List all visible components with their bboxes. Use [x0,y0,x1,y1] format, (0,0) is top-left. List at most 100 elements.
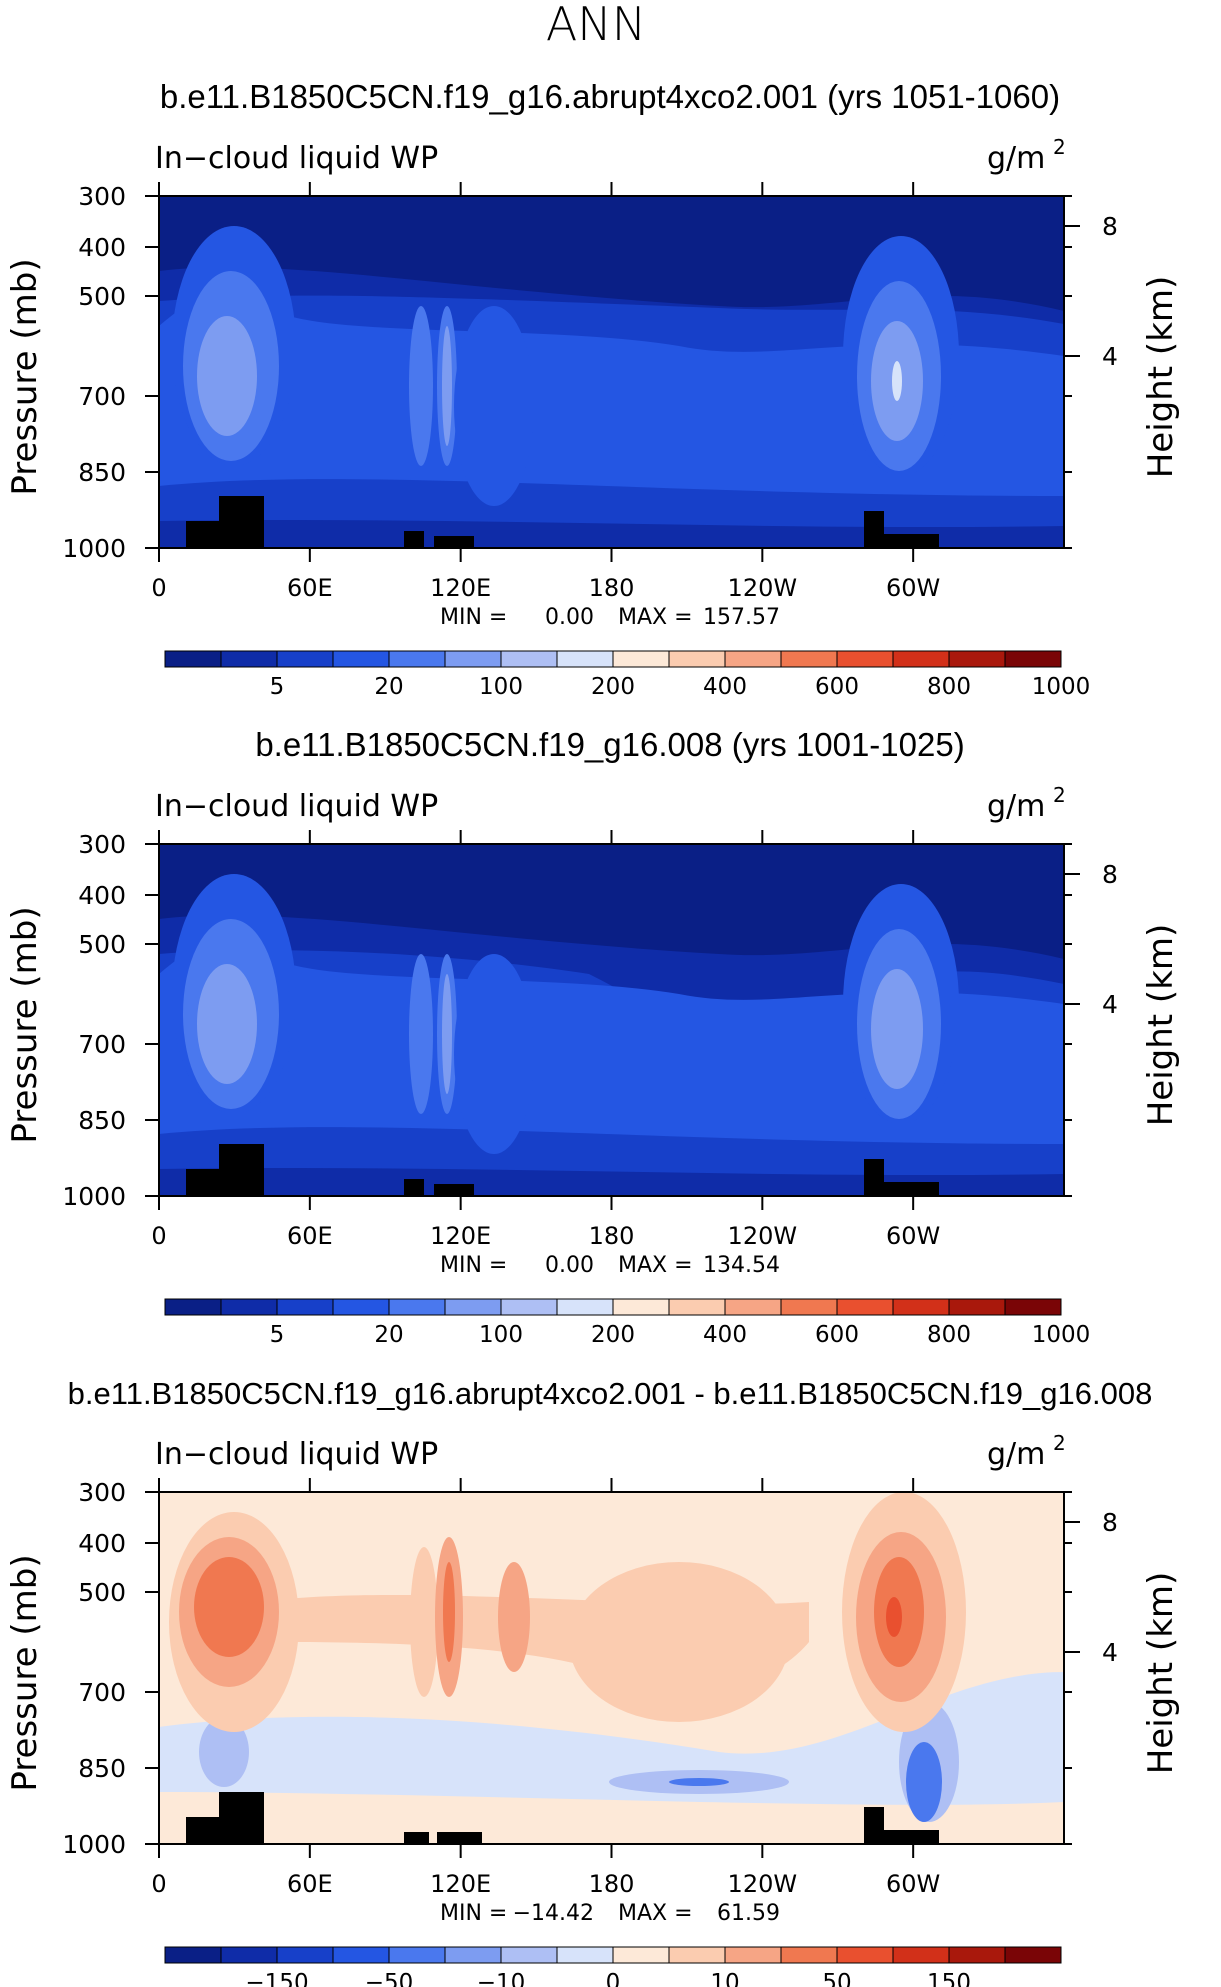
x-tick-label: 120E [430,1870,491,1898]
colorbar-swatch [724,1298,782,1316]
y-tick-label: 300 [78,182,126,211]
colorbar-label: 10 [710,1970,739,1987]
convective-core-africa-inner [194,1557,264,1657]
colorbar-label: 150 [927,1970,971,1987]
max-value: 134.54 [703,1253,780,1278]
colorbar-label: 600 [815,1322,859,1348]
convective-core-pacific [454,954,534,1154]
colorbar-label: 20 [374,1322,403,1348]
colorbar-label: 200 [591,1322,635,1348]
colorbar-swatch [276,1946,334,1964]
convective-core-samerica-peak [892,361,902,401]
y-tick-label: 1000 [62,1182,126,1211]
colorbar-label: 800 [927,1322,971,1348]
right-axis-label: Height (km) [1141,924,1181,1127]
height-tick-label: 4 [1102,990,1118,1019]
colorbar-label: 100 [479,674,523,700]
convective-core-indonesia-a [409,954,433,1114]
colorbar-swatch [164,1946,222,1964]
colorbar-swatch [556,1946,614,1964]
land-samerica [884,1830,939,1844]
colorbar-swatch [836,1298,894,1316]
field [159,196,1064,548]
land-indonesia-a [404,1832,429,1844]
field-level-1-low [159,1167,1064,1196]
x-tick-label: 180 [589,1870,635,1898]
y-tick-label: 300 [78,1478,126,1507]
variable-label: In−cloud liquid WP [155,1437,438,1472]
land-indonesia-b [437,1832,482,1844]
max-label: MAX = [618,1253,693,1278]
y-tick-label: 400 [78,233,126,262]
right-axis-label: Height (km) [1141,276,1181,479]
colorbar-label: 1000 [1032,1322,1091,1348]
field-negative-core-inner [669,1778,729,1786]
min-label: MIN = [440,1253,507,1278]
colorbar-swatch [332,1298,390,1316]
colorbar-swatch [836,650,894,668]
colorbar-swatch [612,1946,670,1964]
min-label: MIN = [440,605,507,630]
land-andes [864,1807,884,1844]
field [159,844,1064,1196]
x-tick-label: 120W [728,574,798,602]
colorbar-swatch [668,1946,726,1964]
y-tick-label: 1000 [62,534,126,563]
colorbar-swatch [892,650,950,668]
y-axis-label: Pressure (mb) [5,258,45,495]
land-africa-east [219,1144,264,1196]
land-andes [864,511,884,548]
colorbar-label: 400 [703,1322,747,1348]
x-tick-label: 180 [589,574,635,602]
x-tick-label: 120W [728,1222,798,1250]
convective-core-pacific [454,306,534,506]
land-africa-east [219,1792,264,1844]
panel-title: b.e11.B1850C5CN.f19_g16.abrupt4xco2.001 … [160,78,1060,115]
colorbar-swatch [388,650,446,668]
colorbar-label: −10 [477,1970,526,1987]
field-negative-band [159,1672,1064,1805]
y-tick-label: 700 [78,1678,126,1707]
units-label: g/m [987,789,1045,824]
colorbar-swatch [444,1946,502,1964]
height-tick-label: 8 [1102,212,1118,241]
min-value: 0.00 [545,1253,594,1278]
convective-core-indonesia-c [442,974,452,1094]
min-value: 0.00 [545,605,594,630]
colorbar-swatch [556,650,614,668]
colorbar-label: −50 [365,1970,414,1987]
colorbar-swatch [500,650,558,668]
land-samerica [884,534,939,548]
convective-core-africa-inner [197,964,257,1084]
y-tick-label: 300 [78,830,126,859]
units-label: g/m [987,141,1045,176]
colorbar-swatch [724,1946,782,1964]
field-negative-samerica-inner [906,1742,942,1822]
units-superscript: 2 [1053,135,1066,159]
convective-core-indonesia-a [409,306,433,466]
x-tick-label: 60E [287,1870,333,1898]
colorbar-swatch [276,1298,334,1316]
colorbar-swatch [388,1298,446,1316]
colorbar-label: 20 [374,674,403,700]
y-tick-label: 500 [78,930,126,959]
y-tick-label: 850 [78,1754,126,1783]
x-tick-label: 180 [589,1222,635,1250]
units-superscript: 2 [1053,1431,1066,1455]
colorbar-label: 600 [815,674,859,700]
panel-title: b.e11.B1850C5CN.f19_g16.abrupt4xco2.001 … [68,1376,1153,1411]
x-tick-label: 60W [886,1870,940,1898]
height-tick-label: 4 [1102,342,1118,371]
x-tick-label: 60E [287,1222,333,1250]
min-value: −14.42 [513,1901,594,1926]
colorbar-swatch [332,1946,390,1964]
land-africa-east [219,496,264,548]
colorbar-swatch [500,1946,558,1964]
right-axis-label: Height (km) [1141,1572,1181,1775]
colorbar-swatch [668,650,726,668]
colorbar-label: 200 [591,674,635,700]
y-tick-label: 400 [78,1529,126,1558]
colorbar-swatch [444,650,502,668]
colorbar-swatch [836,1946,894,1964]
convective-core-samerica-inner [871,969,923,1089]
